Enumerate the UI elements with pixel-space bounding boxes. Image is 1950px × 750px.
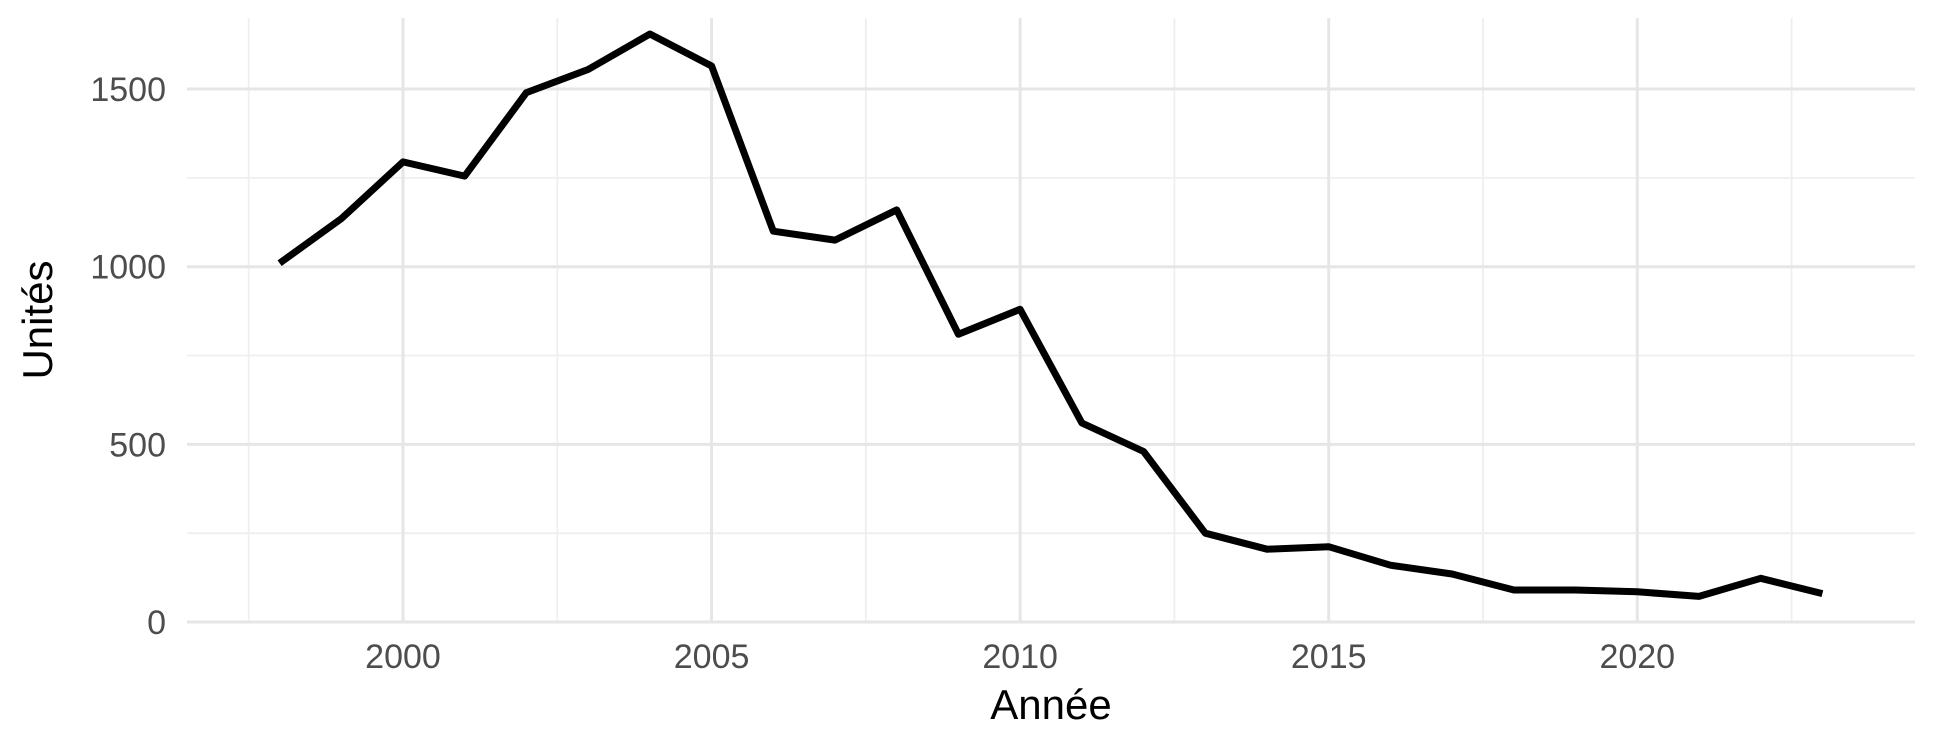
series-line <box>277 30 1824 600</box>
y-tick-label: 1500 <box>90 71 166 109</box>
x-axis-tick-labels: 2000 2005 2010 2015 2020 <box>365 638 1675 676</box>
x-tick-label: 2005 <box>674 638 750 676</box>
minor-gridlines <box>187 18 1915 622</box>
y-tick-label: 500 <box>109 426 166 464</box>
major-gridlines <box>187 18 1915 624</box>
x-axis-title: Année <box>990 681 1111 728</box>
y-tick-label: 0 <box>147 604 166 642</box>
x-tick-label: 2010 <box>982 638 1058 676</box>
y-axis-tick-labels: 0 500 1000 1500 <box>90 71 166 642</box>
x-tick-label: 2020 <box>1599 638 1675 676</box>
x-tick-label: 2015 <box>1291 638 1367 676</box>
y-axis-title: Unités <box>14 260 61 379</box>
series-layer <box>277 30 1824 600</box>
x-tick-label: 2000 <box>365 638 441 676</box>
y-tick-label: 1000 <box>90 249 166 287</box>
